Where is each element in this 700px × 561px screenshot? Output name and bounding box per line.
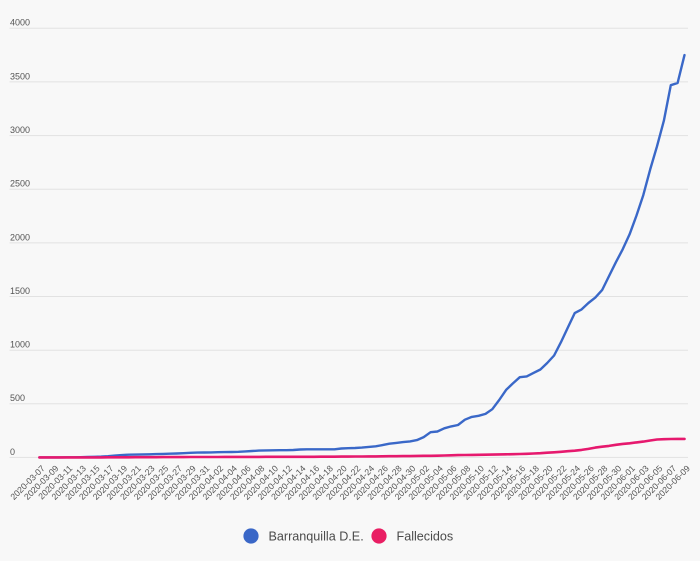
svg-text:Fallecidos: Fallecidos	[397, 530, 454, 544]
svg-text:1500: 1500	[10, 286, 30, 296]
svg-text:1000: 1000	[10, 340, 30, 350]
svg-text:Barranquilla D.E.: Barranquilla D.E.	[269, 530, 364, 544]
svg-text:2000: 2000	[10, 232, 30, 242]
svg-text:500: 500	[10, 393, 25, 403]
svg-text:0: 0	[10, 447, 15, 457]
svg-text:2500: 2500	[10, 179, 30, 189]
svg-text:4000: 4000	[10, 18, 30, 28]
svg-text:3000: 3000	[10, 125, 30, 135]
svg-text:3500: 3500	[10, 71, 30, 81]
